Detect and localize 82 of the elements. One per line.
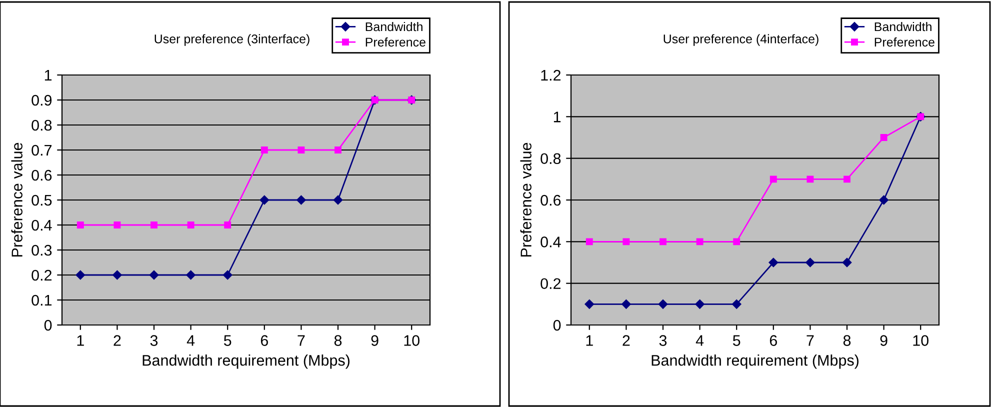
y-tick-label: 0.8	[540, 153, 561, 164]
point	[224, 222, 232, 228]
legend-label: Bandwidth	[366, 22, 422, 32]
point	[622, 238, 630, 246]
y-tick-label: 1	[554, 112, 561, 122]
point	[114, 222, 121, 228]
point	[732, 300, 742, 309]
point	[76, 222, 84, 228]
y-tick-label: 1.2	[541, 70, 561, 81]
point	[334, 146, 342, 154]
x-tick-label: 6	[260, 335, 268, 346]
point	[806, 258, 815, 268]
point	[150, 222, 158, 228]
x-tick-label: 3	[659, 335, 667, 346]
x-tick-label: 10	[913, 335, 928, 346]
x-tick-label: 4	[186, 335, 195, 346]
y-tick-label: 0	[553, 320, 561, 331]
point	[584, 300, 594, 309]
x-tick-label: 3	[150, 335, 158, 346]
x-tick-label: 1	[77, 335, 84, 346]
legend-label: Preference	[366, 37, 426, 47]
y-tick-label: 1	[44, 70, 52, 81]
point	[660, 238, 666, 246]
y-axis-title: Preference value	[520, 142, 532, 256]
x-tick-label: 1	[586, 335, 593, 346]
x-tick-label: 4	[696, 335, 704, 346]
legend-label: Preference	[874, 37, 934, 47]
point	[296, 195, 306, 205]
point	[880, 134, 888, 141]
y-tick-label: 0.4	[32, 220, 52, 231]
y-tick-label: 0.6	[32, 170, 52, 181]
point	[696, 238, 704, 246]
point	[806, 176, 814, 183]
point	[844, 176, 850, 183]
x-tick-label: 7	[806, 335, 814, 346]
y-tick-label: 0.2	[32, 270, 52, 281]
x-axis-title: Bandwidth requirement (Mbps)	[652, 354, 859, 369]
point	[768, 258, 778, 268]
point	[260, 195, 270, 205]
y-axis-title: Preference value	[11, 142, 22, 256]
point	[733, 238, 740, 246]
y-tick-label: 0.9	[32, 94, 52, 106]
point	[112, 270, 122, 280]
point	[333, 195, 343, 205]
y-tick-label: 0.1	[32, 294, 52, 306]
legend-label: Bandwidth	[874, 22, 932, 32]
x-tick-label: 8	[843, 335, 851, 346]
point	[586, 238, 593, 246]
x-tick-label: 7	[298, 335, 305, 346]
point	[842, 258, 852, 268]
chart-title: User preference (4interface)	[664, 34, 818, 46]
point	[186, 270, 196, 280]
x-tick-label: 2	[622, 335, 630, 346]
x-tick-label: 5	[224, 335, 232, 346]
x-tick-label: 2	[114, 335, 121, 346]
y-tick-label: 0.7	[32, 144, 52, 156]
point	[187, 222, 194, 228]
point	[298, 146, 305, 154]
x-tick-label: 10	[404, 335, 420, 346]
point	[149, 270, 159, 280]
chart-title: User preference (3interface)	[154, 34, 310, 46]
point	[695, 300, 704, 309]
x-tick-label: 5	[732, 335, 740, 346]
y-tick-label: 0.5	[32, 194, 52, 206]
point	[260, 146, 268, 154]
y-tick-label: 0.8	[32, 120, 52, 131]
y-tick-label: 0.3	[32, 244, 52, 256]
point	[879, 195, 888, 205]
point	[770, 176, 777, 183]
y-tick-label: 0.6	[540, 194, 561, 206]
x-tick-label: 9	[880, 335, 888, 346]
x-tick-label: 6	[770, 335, 777, 346]
y-tick-label: 0.4	[540, 236, 561, 248]
y-tick-label: 0	[44, 320, 52, 331]
x-tick-label: 8	[334, 335, 342, 346]
x-tick-label: 9	[371, 335, 378, 346]
y-tick-label: 0.2	[540, 278, 561, 290]
point	[658, 300, 668, 309]
point	[622, 300, 631, 309]
x-axis-title: Bandwidth requirement (Mbps)	[142, 354, 350, 369]
point	[222, 270, 232, 280]
point	[76, 270, 86, 280]
